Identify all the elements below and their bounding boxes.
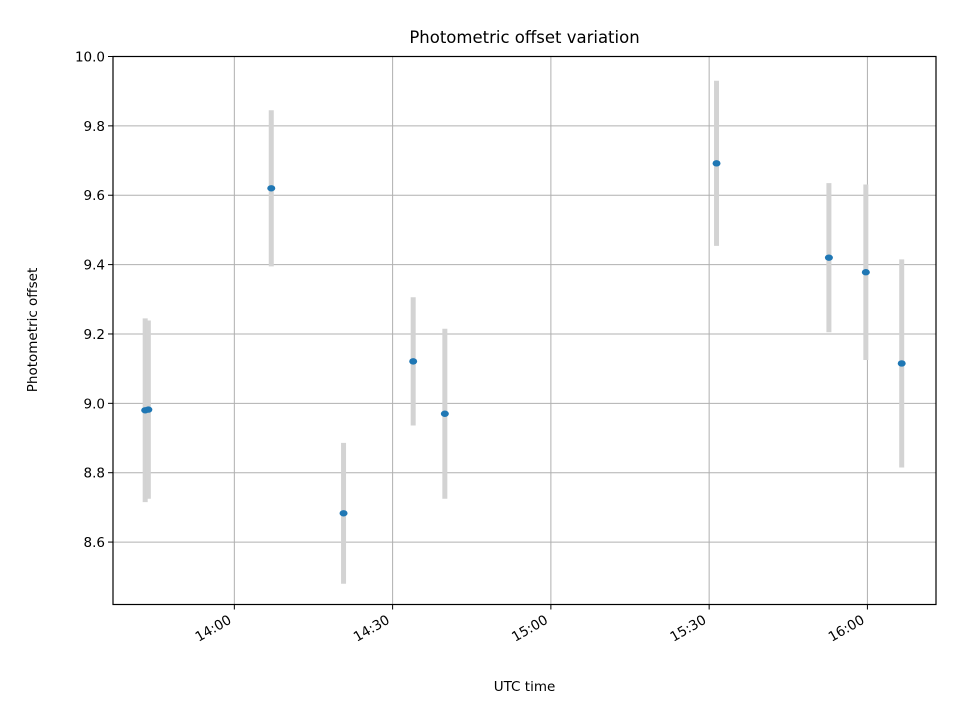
data-point [440, 410, 449, 417]
x-tick-label: 14:30 [351, 612, 393, 645]
data-point [824, 254, 833, 261]
data-point [897, 360, 906, 367]
data-point [712, 160, 721, 167]
data-point [267, 185, 276, 192]
x-tick-label: 15:00 [509, 612, 551, 645]
y-tick-label: 9.8 [84, 119, 105, 135]
y-tick-label: 9.0 [84, 396, 105, 412]
y-axis-ticks: 8.6 8.8 9.0 9.2 9.4 9.6 9.8 10.0 [75, 50, 113, 551]
data-point [861, 269, 870, 276]
y-tick-label: 8.8 [84, 466, 105, 482]
grid [113, 56, 936, 605]
error-bars [142, 80, 905, 584]
y-tick-label: 9.6 [84, 188, 105, 204]
y-tick-label: 9.2 [84, 327, 105, 343]
data-point [409, 358, 418, 365]
x-tick-label: 16:00 [826, 612, 868, 645]
x-tick-label: 14:00 [193, 612, 235, 645]
y-axis-label: Photometric offset [25, 268, 41, 392]
chart-title: Photometric offset variation [409, 28, 639, 47]
y-tick-label: 8.6 [84, 535, 105, 551]
y-tick-label: 9.4 [84, 258, 105, 274]
x-axis-label: UTC time [494, 679, 556, 695]
data-points [141, 160, 906, 517]
data-point [339, 510, 348, 517]
plot-frame [112, 55, 937, 606]
x-axis-ticks: 14:00 14:30 15:00 15:30 16:00 [193, 604, 868, 645]
data-point [144, 406, 153, 413]
y-tick-label: 10.0 [75, 50, 105, 66]
x-tick-label: 15:30 [667, 612, 709, 645]
